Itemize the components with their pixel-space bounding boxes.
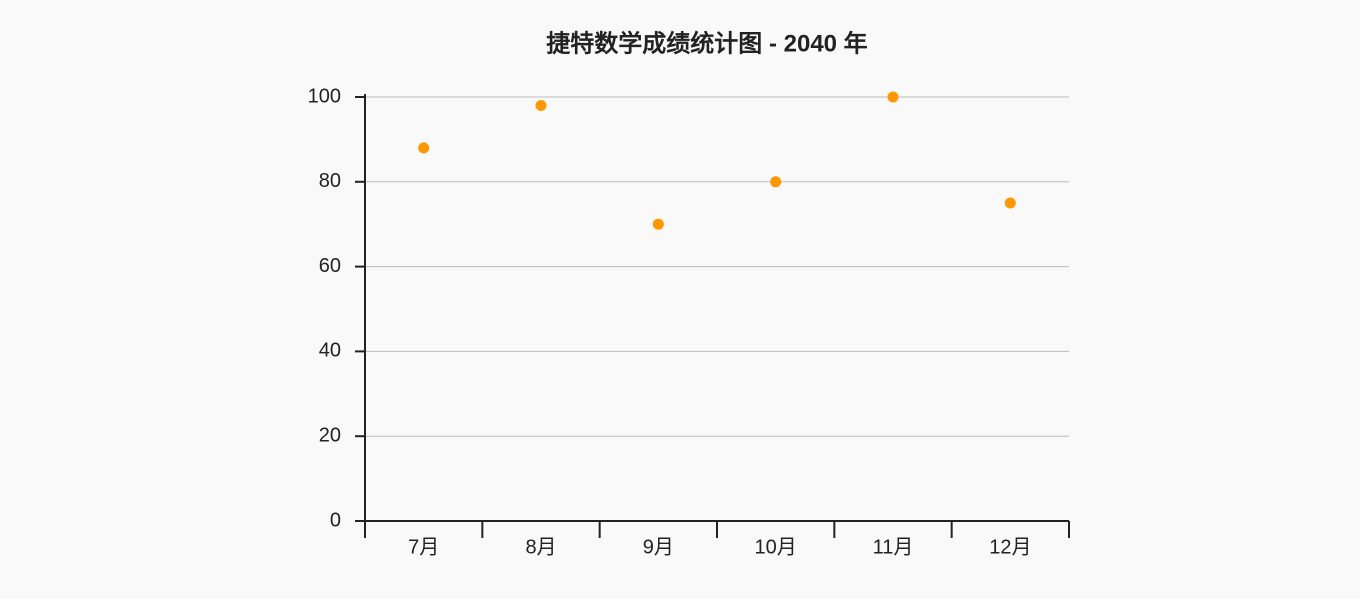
x-tick-label: 11月 <box>873 536 914 558</box>
y-tick-label: 80 <box>319 170 341 192</box>
y-tick-label: 60 <box>319 255 341 277</box>
y-tick-label: 40 <box>319 340 341 362</box>
y-tick-label: 20 <box>319 424 341 446</box>
x-tick-label: 12月 <box>989 536 1031 558</box>
point <box>418 142 430 154</box>
y-tick-label: 100 <box>308 85 341 107</box>
point <box>652 218 664 230</box>
point <box>535 99 547 111</box>
x-tick-label: 10月 <box>755 536 797 558</box>
point <box>1004 197 1016 209</box>
x-tick-label: 8月 <box>525 536 556 558</box>
x-tick-label: 9月 <box>643 536 674 558</box>
point <box>770 176 782 188</box>
chart-title: 捷特数学成绩统计图 - 2040 年 <box>546 29 867 57</box>
x-tick-label: 7月 <box>408 536 439 558</box>
point <box>887 91 899 103</box>
y-tick-label: 0 <box>330 509 341 531</box>
